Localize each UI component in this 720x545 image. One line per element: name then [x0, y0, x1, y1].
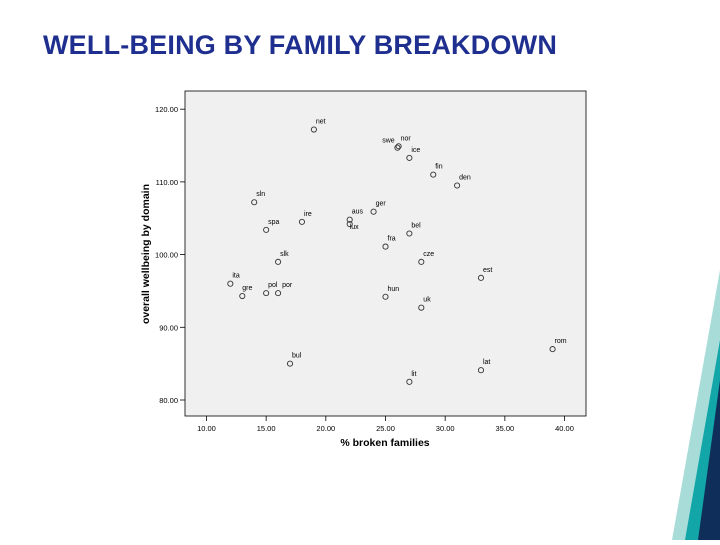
- slide-title: WELL-BEING BY FAMILY BREAKDOWN: [43, 30, 558, 60]
- x-tick-label: 25.00: [376, 424, 395, 433]
- point-label-fin: fin: [435, 164, 443, 171]
- deco-navy-stripe: [698, 380, 720, 540]
- data-point-est: [477, 274, 485, 281]
- data-point-por: [275, 290, 282, 297]
- data-point-spa: [263, 226, 270, 233]
- point-label-lit: lit: [411, 371, 416, 378]
- point-label-spa: spa: [268, 219, 279, 226]
- data-point-fin: [430, 171, 437, 178]
- x-axis: 10.00 15.00 20.00 25.00 30.00 35.00 40.00: [197, 416, 574, 433]
- data-point-aus: [346, 216, 353, 223]
- x-tick-label: 20.00: [316, 424, 335, 433]
- point-label-fra: fra: [388, 236, 396, 243]
- point-label-nor: nor: [401, 135, 412, 142]
- y-axis: 80.00 90.00 100.00 110.00 120.00: [155, 105, 185, 405]
- data-point-net: [310, 126, 317, 133]
- point-label-uk: uk: [423, 297, 431, 304]
- point-label-net: net: [316, 119, 326, 126]
- point-label-est: est: [483, 267, 492, 274]
- data-point-nor: [395, 143, 402, 150]
- data-point-ice: [406, 154, 413, 161]
- x-tick-label: 35.00: [495, 424, 514, 433]
- point-label-aus: aus: [352, 209, 364, 216]
- point-label-lux: lux: [350, 224, 359, 231]
- data-point-bel: [406, 230, 413, 237]
- point-label-ire: ire: [304, 211, 312, 218]
- point-label-por: por: [282, 282, 293, 289]
- data-point-slk: [275, 258, 282, 265]
- point-label-sln: sln: [256, 191, 265, 198]
- point-label-bul: bul: [292, 353, 302, 360]
- data-point-lat: [477, 367, 485, 374]
- data-point-lit: [406, 378, 413, 385]
- data-point-ita: [227, 280, 234, 287]
- point-label-pol: pol: [268, 282, 278, 289]
- data-point-fra: [382, 243, 389, 250]
- data-point-rom: [549, 346, 556, 353]
- point-label-den: den: [459, 175, 471, 182]
- y-tick-label: 110.00: [156, 178, 178, 187]
- point-label-cze: cze: [423, 251, 434, 258]
- x-tick-label: 30.00: [436, 424, 455, 433]
- data-point-den: [454, 182, 461, 189]
- data-point-ger: [370, 208, 377, 215]
- point-label-ger: ger: [376, 201, 387, 208]
- data-point-pol: [263, 290, 270, 297]
- point-label-bel: bel: [411, 223, 421, 230]
- data-point-sln: [251, 199, 258, 206]
- point-label-ice: ice: [411, 147, 420, 154]
- corner-decoration: [672, 270, 720, 540]
- y-axis-label: overall wellbeing by domain: [140, 184, 152, 324]
- data-point-hun: [382, 293, 389, 300]
- y-tick-label: 80.00: [159, 396, 178, 405]
- y-tick-label: 90.00: [159, 323, 178, 332]
- data-point-bul: [286, 360, 294, 367]
- x-tick-label: 10.00: [197, 424, 216, 433]
- data-point-uk: [418, 304, 425, 311]
- data-point-swe: [394, 144, 401, 151]
- x-tick-label: 40.00: [555, 424, 574, 433]
- x-axis-label: % broken families: [340, 437, 429, 449]
- point-label-lat: lat: [483, 359, 490, 366]
- y-tick-label: 120.00: [155, 105, 178, 114]
- plot-area: [184, 90, 587, 417]
- data-points: net swe nor ice fin den sln ger aus lux ire spa bel f…: [227, 119, 567, 385]
- point-label-ita: ita: [232, 273, 240, 280]
- point-label-swe: swe: [382, 138, 395, 145]
- point-label-hun: hun: [388, 286, 400, 293]
- data-point-gre: [239, 292, 246, 300]
- data-point-cze: [418, 258, 425, 265]
- point-label-rom: rom: [555, 338, 567, 345]
- data-point-ire: [298, 218, 306, 225]
- y-tick-label: 100.00: [155, 251, 178, 260]
- point-label-gre: gre: [242, 285, 252, 292]
- data-point-lux: [346, 221, 353, 228]
- point-label-slk: slk: [280, 251, 289, 258]
- x-tick-label: 15.00: [257, 424, 276, 433]
